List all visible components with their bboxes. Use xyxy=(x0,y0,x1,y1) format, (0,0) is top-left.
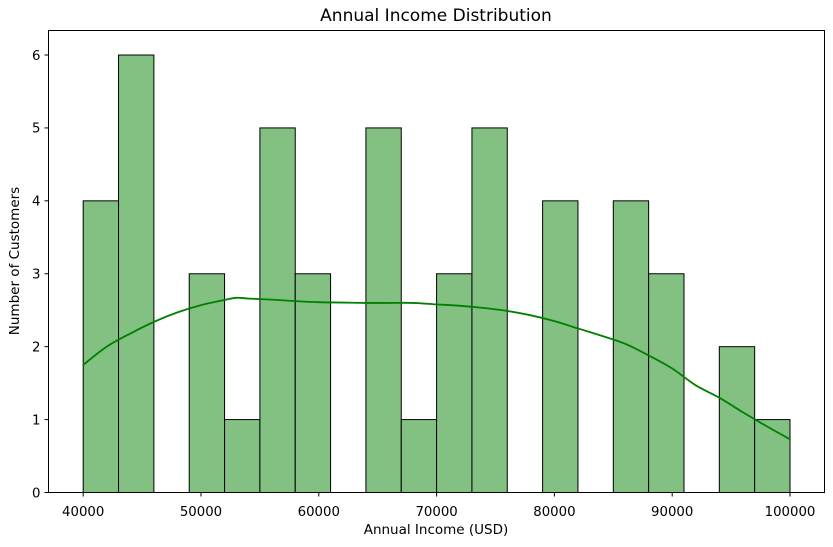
histogram-bar xyxy=(118,54,155,493)
x-tick-label: 40000 xyxy=(62,505,104,520)
chart-title: Annual Income Distribution xyxy=(320,6,552,26)
histogram-bar xyxy=(82,200,120,494)
kde-curve xyxy=(82,296,791,441)
y-tick-label: 3 xyxy=(32,268,40,283)
y-axis-label: Number of Customers xyxy=(7,186,23,336)
y-tick-label: 0 xyxy=(32,486,40,501)
y-tick-label: 2 xyxy=(32,340,40,355)
histogram-bar xyxy=(542,200,579,494)
histogram-bar xyxy=(400,419,438,493)
x-tick-label: 50000 xyxy=(180,505,222,520)
histogram-bar xyxy=(648,273,685,493)
histogram-bar xyxy=(259,127,296,493)
y-tick-label: 5 xyxy=(32,122,40,137)
y-tick-label: 6 xyxy=(32,49,40,64)
histogram-bar xyxy=(188,273,226,493)
x-tick-label: 60000 xyxy=(298,505,340,520)
x-tick-label: 80000 xyxy=(533,505,575,520)
x-axis-label: Annual Income (USD) xyxy=(363,522,509,538)
x-tick-label: 100000 xyxy=(765,505,816,520)
histogram-bar xyxy=(718,346,756,494)
x-tick-label: 90000 xyxy=(651,505,693,520)
x-tick-label: 70000 xyxy=(415,505,457,520)
histogram-bar xyxy=(436,273,473,493)
y-tick-label: 4 xyxy=(32,195,40,210)
histogram-bar xyxy=(294,273,332,493)
histogram-bar xyxy=(754,419,791,493)
histogram-bar xyxy=(365,127,402,493)
y-tick-label: 1 xyxy=(32,413,40,428)
histogram-bar xyxy=(224,419,261,493)
